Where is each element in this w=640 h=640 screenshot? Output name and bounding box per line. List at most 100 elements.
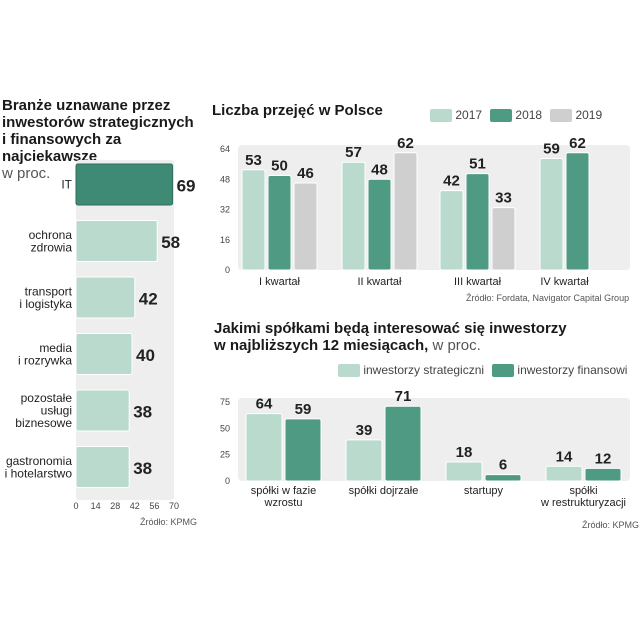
y-tick-label: 75: [220, 397, 230, 407]
bar-2019-q3: [491, 207, 516, 271]
acquisitions-bar-chart: 0 16 32 48 64 53 50 46 I kwartał 57 48 62 II kwartał…: [220, 135, 630, 288]
category-label: IV kwartał: [540, 276, 589, 288]
bar-value-label: 64: [256, 396, 273, 413]
category-label: gastronomia i hotelarstwo: [5, 454, 73, 481]
top-chart-title: Liczba przejęć w Polsce: [212, 102, 383, 119]
bottom-title-line-2: w najbliższych 12 miesiącach,: [214, 337, 429, 354]
bar-value-label: 38: [133, 403, 152, 422]
x-tick-label: 14: [91, 501, 101, 511]
bar-value-label: 6: [499, 457, 507, 474]
bar-financial-1: [284, 418, 322, 482]
left-source: Źródło: KPMG: [140, 517, 198, 527]
bar-value-label: 69: [177, 177, 196, 196]
category-label: pozostałe usługi biznesowe: [15, 391, 72, 430]
bar-transport: [75, 276, 136, 319]
top-source: Źródło: Fordata, Navigator Capital Group: [466, 293, 630, 303]
bar-value-label: 39: [356, 422, 373, 439]
y-tick-label: 64: [220, 144, 230, 154]
bar-pozostałe: [75, 389, 130, 432]
legend-strategic: inwestorzy strategiczni: [338, 363, 484, 378]
bar-strategic-2: [345, 439, 383, 482]
left-title-line-2: inwestorów strategicznych: [2, 114, 194, 131]
y-tick-label: 0: [225, 476, 230, 486]
y-tick-label: 50: [220, 423, 230, 433]
y-tick-label: 32: [220, 205, 230, 215]
bar-value-label: 50: [271, 157, 288, 174]
bar-IT: [75, 163, 174, 206]
bar-value-label: 46: [297, 165, 314, 182]
y-tick-label: 16: [220, 235, 230, 245]
bar-value-label: 14: [556, 448, 573, 465]
y-tick-label: 25: [220, 450, 230, 460]
bar-value-label: 62: [569, 135, 586, 152]
bar-financial-3: [484, 474, 522, 482]
bar-ochrona: [75, 220, 158, 262]
bottom-chart-title: Jakimi spółkami będą interesować się inw…: [214, 320, 567, 354]
bar-2019-q2: [393, 152, 418, 271]
category-label: III kwartał: [454, 276, 502, 288]
bar-value-label: 33: [495, 190, 512, 207]
bar-value-label: 58: [161, 233, 180, 252]
left-chart-title: Branże uznawane przez inwestorów strateg…: [2, 97, 202, 182]
bar-strategic-4: [545, 465, 583, 482]
category-label: I kwartał: [259, 276, 301, 288]
bar-value-label: 71: [395, 388, 412, 405]
x-tick-label: 0: [73, 501, 78, 511]
category-label: ochrona zdrowia: [29, 228, 73, 255]
bar-value-label: 18: [456, 444, 473, 461]
left-subtitle: w proc.: [2, 165, 51, 182]
bar-2019-q1: [293, 182, 318, 271]
left-title-line-3: i finansowych za najciekawsze: [2, 131, 122, 165]
y-tick-label: 0: [225, 265, 230, 275]
bar-value-label: 38: [133, 459, 152, 478]
bar-2017-q1: [241, 169, 266, 271]
category-label: spółki w restrukturyzacji: [540, 485, 626, 509]
bottom-legend: inwestorzy strategiczni inwestorzy finan…: [338, 363, 627, 378]
bar-value-label: 59: [543, 140, 560, 157]
bar-media: [75, 333, 133, 375]
category-label: IT: [61, 178, 72, 192]
category-label: media i rozrywka: [18, 341, 72, 368]
top-legend: 2017 2018 2019: [430, 108, 602, 123]
x-tick-label: 28: [110, 501, 120, 511]
bar-financial-4: [584, 467, 622, 482]
investor-interest-bar-chart: 0 25 50 75 64 59 spółki w fazie wzrostu 39 71 spół…: [220, 388, 630, 509]
x-tick-label: 70: [169, 501, 179, 511]
bar-value-label: 12: [595, 450, 612, 467]
category-label: spółki dojrzałe: [349, 485, 419, 497]
bar-strategic-3: [445, 461, 483, 482]
category-label: II kwartał: [357, 276, 402, 288]
x-tick-label: 42: [130, 501, 140, 511]
category-label: transport i logistyka: [19, 284, 72, 311]
bar-value-label: 62: [397, 135, 414, 152]
bar-2017-q2: [341, 161, 366, 271]
bar-gastronomia: [75, 446, 130, 488]
bar-2018-q1: [267, 174, 292, 271]
bottom-plot-background: [238, 398, 630, 481]
bottom-title-line-1: Jakimi spółkami będą interesować się inw…: [214, 320, 567, 337]
bar-value-label: 40: [136, 346, 155, 365]
bar-value-label: 48: [371, 161, 388, 178]
bar-2018-q3: [465, 173, 490, 271]
bar-2018-q2: [367, 178, 392, 271]
bar-value-label: 42: [139, 290, 158, 309]
left-title-line-1: Branże uznawane przez: [2, 97, 171, 114]
x-tick-label: 56: [149, 501, 159, 511]
bar-2017-q3: [439, 190, 464, 271]
legend-2017: 2017: [430, 108, 482, 123]
top-plot-background: [238, 145, 630, 270]
bar-value-label: 53: [245, 152, 262, 169]
bar-2018-q4: [565, 152, 590, 271]
bar-financial-2: [384, 405, 422, 482]
bar-value-label: 59: [295, 401, 312, 418]
y-tick-label: 48: [220, 174, 230, 184]
category-label: startupy: [464, 485, 504, 497]
bar-strategic-1: [245, 413, 283, 482]
category-label: spółki w fazie wzrostu: [251, 485, 316, 509]
bar-value-label: 51: [469, 156, 486, 173]
legend-2019: 2019: [550, 108, 602, 123]
bottom-title-suffix: w proc.: [428, 337, 481, 354]
industries-bar-chart: 69 IT 58 ochrona zdrowia 42 transport i logisty…: [5, 160, 196, 511]
bottom-source: Źródło: KPMG: [582, 520, 640, 530]
legend-financial: inwestorzy finansowi: [492, 363, 627, 378]
